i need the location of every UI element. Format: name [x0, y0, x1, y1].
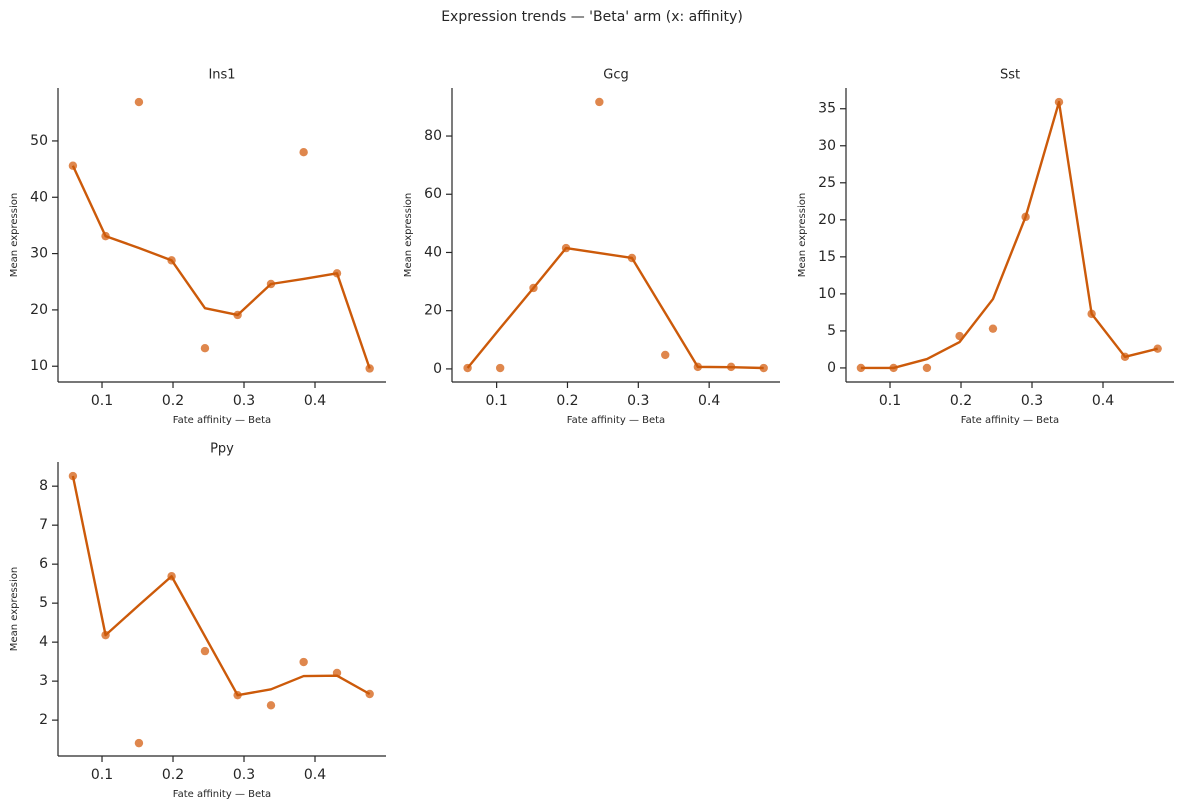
y-tick-label: 6 [39, 556, 48, 572]
y-tick-label: 0 [827, 360, 836, 376]
y-axis-label: Mean expression [9, 193, 20, 277]
data-point [595, 97, 604, 107]
y-tick-label: 30 [30, 246, 48, 262]
data-point [922, 363, 932, 373]
y-tick-label: 35 [818, 101, 836, 117]
trend-line [71, 475, 371, 697]
x-tick-label: 0.2 [556, 393, 578, 409]
y-tick-label: 20 [30, 302, 48, 318]
panel-title: Ins1 [208, 68, 235, 83]
y-tick-label: 20 [818, 212, 836, 228]
data-point [988, 324, 998, 333]
x-tick-label: 0.1 [91, 393, 113, 409]
trend-line [466, 246, 764, 370]
figure-title: Expression trends — 'Beta' arm (x: affin… [441, 9, 743, 25]
y-tick-label: 15 [818, 249, 836, 265]
data-point [299, 657, 308, 667]
data-point [200, 344, 210, 353]
y-tick-label: 25 [818, 175, 836, 191]
trend-line [71, 165, 371, 369]
y-axis-label: Mean expression [797, 193, 808, 277]
x-tick-label: 0.4 [304, 393, 326, 409]
x-tick-label: 0.4 [304, 767, 326, 783]
data-point [299, 148, 308, 157]
data-point [1153, 344, 1162, 353]
y-tick-label: 50 [30, 133, 48, 149]
x-tick-label: 0.2 [162, 393, 184, 409]
y-tick-label: 5 [39, 595, 48, 611]
data-point [495, 363, 505, 373]
data-point [661, 350, 670, 360]
data-point [134, 738, 144, 748]
y-tick-label: 40 [424, 244, 442, 260]
y-tick-label: 4 [39, 634, 48, 650]
y-tick-label: 8 [39, 478, 48, 494]
x-tick-label: 0.1 [91, 767, 113, 783]
x-tick-label: 0.4 [698, 393, 720, 409]
x-axis-label: Fate affinity — Beta [173, 789, 271, 800]
data-point [134, 97, 144, 107]
y-tick-label: 7 [39, 517, 48, 533]
panel-title: Gcg [603, 68, 628, 83]
y-tick-label: 2 [39, 712, 48, 728]
x-tick-label: 0.3 [627, 393, 649, 409]
data-point [200, 646, 210, 656]
y-tick-label: 40 [30, 189, 48, 205]
x-tick-label: 0.1 [485, 393, 507, 409]
y-tick-label: 30 [818, 138, 836, 154]
y-axis-label: Mean expression [9, 567, 20, 651]
x-axis-label: Fate affinity — Beta [173, 415, 271, 426]
y-tick-label: 5 [827, 323, 836, 339]
y-tick-label: 3 [39, 673, 48, 689]
panel-title: Ppy [210, 442, 234, 457]
data-point [266, 701, 276, 710]
x-tick-label: 0.3 [233, 767, 255, 783]
y-axis-label: Mean expression [403, 193, 414, 277]
x-tick-label: 0.2 [162, 767, 184, 783]
x-tick-label: 0.2 [950, 393, 972, 409]
y-tick-label: 60 [424, 186, 442, 202]
data-point [68, 471, 78, 481]
y-tick-label: 10 [818, 286, 836, 302]
panel-title: Sst [1000, 68, 1020, 83]
x-tick-label: 0.4 [1092, 393, 1114, 409]
y-tick-label: 10 [30, 358, 48, 374]
x-tick-label: 0.3 [233, 393, 255, 409]
y-tick-label: 0 [433, 361, 442, 377]
trend-line [860, 100, 1158, 370]
x-axis-label: Fate affinity — Beta [567, 415, 665, 426]
y-tick-label: 80 [424, 128, 442, 144]
x-tick-label: 0.1 [879, 393, 901, 409]
x-tick-label: 0.3 [1021, 393, 1043, 409]
x-axis-label: Fate affinity — Beta [961, 415, 1059, 426]
y-tick-label: 20 [424, 303, 442, 319]
